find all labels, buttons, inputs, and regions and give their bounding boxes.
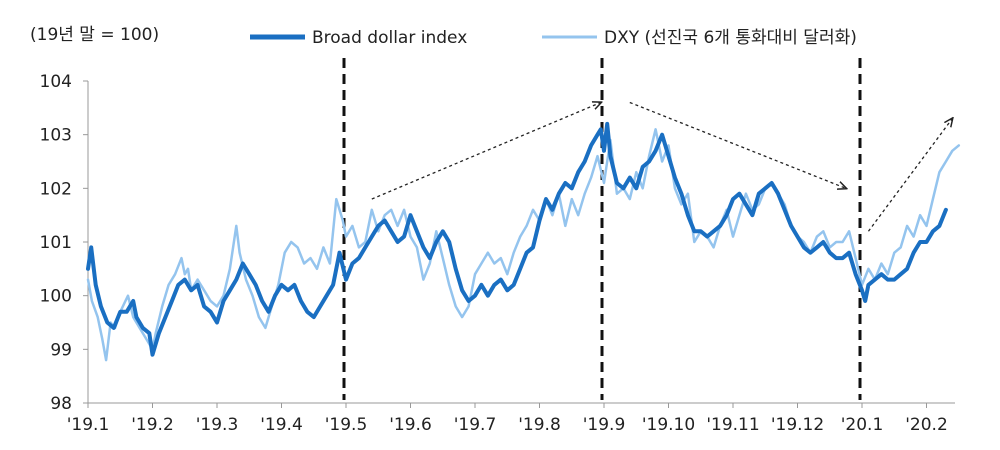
y-tick-label: 98 <box>50 394 72 414</box>
x-tick-label: '19.6 <box>389 415 432 435</box>
x-tick-label: '19.12 <box>771 415 824 435</box>
x-tick-label: '19.7 <box>454 415 497 435</box>
y-tick-label: 100 <box>40 287 72 307</box>
x-tick-label: '19.4 <box>260 415 303 435</box>
y-tick-label: 102 <box>40 179 72 199</box>
x-tick-label: '19.5 <box>325 415 368 435</box>
axes: 98 99 100 101 102 103 104 '19.1 '19.2 '19.3 '19.4 '… <box>40 72 955 435</box>
x-tick-label: '19.11 <box>706 415 759 435</box>
vertical-markers <box>342 58 862 400</box>
series-lines <box>86 121 961 362</box>
x-tick-label: '19.3 <box>196 415 239 435</box>
unit-label: (19년 말 = 100) <box>30 25 159 45</box>
legend: Broad dollar index DXY (선진국 6개 통화대비 달러화) <box>250 28 857 48</box>
y-tick-label: 104 <box>40 72 72 92</box>
x-tick-label: '19.2 <box>131 415 174 435</box>
trend-arrows <box>371 101 953 232</box>
dxy-line <box>86 128 961 362</box>
x-tick-label: '19.10 <box>642 415 695 435</box>
trend-arrow <box>629 101 846 188</box>
y-tick-label: 103 <box>40 126 72 146</box>
y-tick-label: 101 <box>40 233 72 253</box>
broad-dollar-index-line <box>86 121 948 357</box>
x-tick-label: '19.8 <box>518 415 561 435</box>
y-tick-label: 99 <box>50 340 72 360</box>
x-tick-label: '20.2 <box>905 415 948 435</box>
legend-dxy-label: DXY (선진국 6개 통화대비 달러화) <box>604 28 857 48</box>
legend-broad-label: Broad dollar index <box>312 28 467 48</box>
x-tick-label: '20.1 <box>841 415 884 435</box>
x-tick-label: '19.1 <box>67 415 110 435</box>
x-tick-label: '19.9 <box>583 415 626 435</box>
